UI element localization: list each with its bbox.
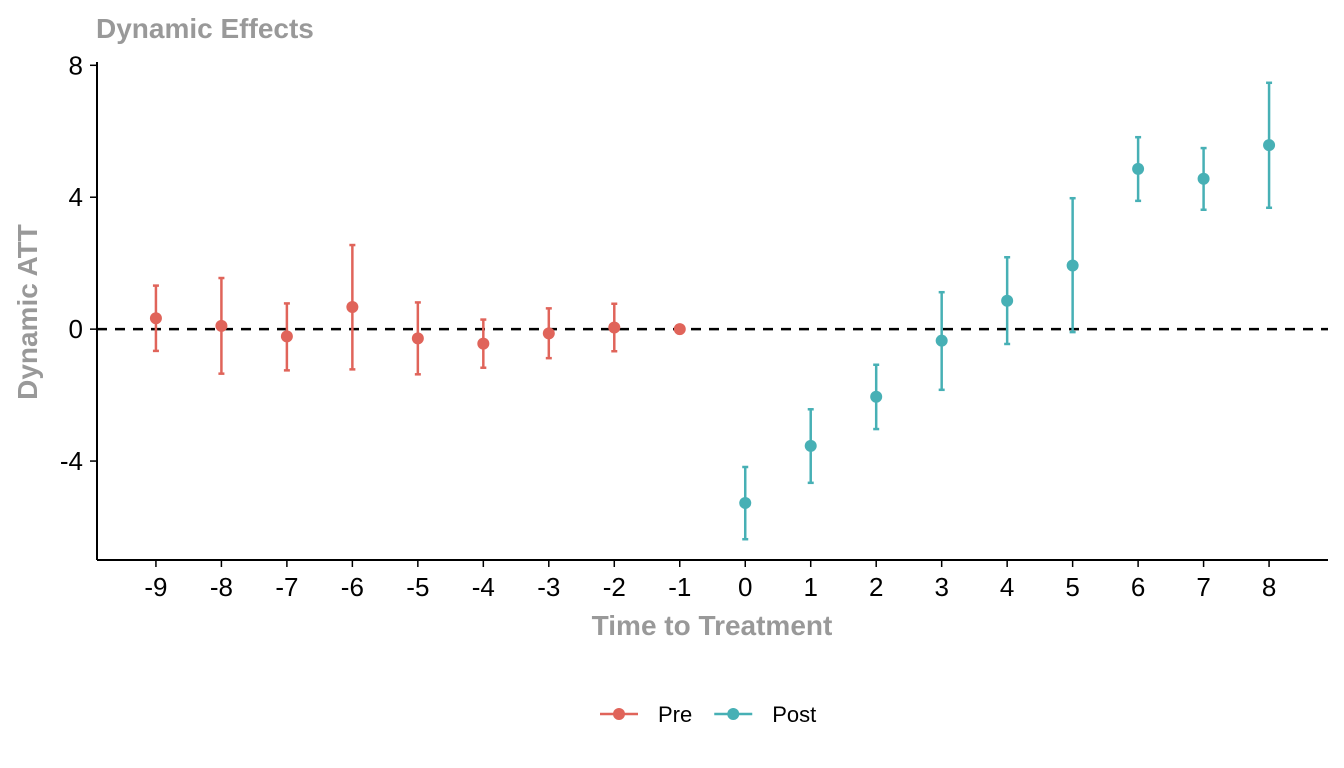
legend-marker (727, 708, 740, 720)
legend-item-post: Post (714, 702, 816, 727)
x-tick-label: -6 (341, 572, 364, 602)
data-point (935, 334, 948, 347)
x-tick-label: -3 (537, 572, 560, 602)
data-point (673, 323, 686, 336)
y-tick-label: 0 (69, 314, 83, 344)
legend: Pre Post (600, 702, 816, 727)
chart-title: Dynamic Effects (96, 13, 314, 44)
data-point (870, 390, 883, 403)
data-point (346, 301, 359, 314)
x-tick-label: 2 (869, 572, 883, 602)
data-point (1197, 172, 1210, 185)
data-point (542, 327, 555, 340)
x-tick-label: 1 (803, 572, 817, 602)
y-tick-label: 8 (69, 50, 83, 80)
data-point (804, 439, 817, 452)
data-point (477, 337, 490, 350)
legend-label: Pre (658, 702, 692, 727)
legend-label: Post (772, 702, 816, 727)
x-tick-label: -8 (210, 572, 233, 602)
data-point (608, 321, 621, 334)
x-axis-title: Time to Treatment (592, 610, 833, 641)
y-tick-label: -4 (60, 446, 83, 476)
data-point (1001, 294, 1014, 307)
legend-marker (613, 708, 625, 720)
data-point (1132, 162, 1145, 175)
x-tick-label: -9 (144, 572, 167, 602)
data-point (1263, 139, 1276, 152)
data-point (149, 312, 162, 325)
legend-item-pre: Pre (600, 702, 692, 727)
series-post (739, 81, 1276, 541)
x-tick-label: 5 (1065, 572, 1079, 602)
x-tick-label: -1 (668, 572, 691, 602)
data-point (739, 496, 752, 509)
data-point (280, 330, 293, 343)
x-tick-label: 4 (1000, 572, 1014, 602)
data-point (215, 319, 228, 332)
y-axis-title: Dynamic ATT (12, 224, 43, 400)
x-tick-label: -2 (603, 572, 626, 602)
x-tick-label: -4 (472, 572, 495, 602)
y-tick-label: 4 (69, 182, 83, 212)
series-pre (149, 243, 686, 376)
x-tick-label: 3 (934, 572, 948, 602)
x-tick-label: 8 (1262, 572, 1276, 602)
data-point (1066, 259, 1079, 272)
plot-area: -9 -8 -7 -6 -5 -4 -3 -2 -1 0 1 2 3 4 5 6 7 8 -4 0 4 8 (60, 50, 1328, 602)
x-tick-label: -7 (275, 572, 298, 602)
x-tick-label: 6 (1131, 572, 1145, 602)
x-tick-label: 0 (738, 572, 752, 602)
x-tick-label: 7 (1196, 572, 1210, 602)
data-point (411, 332, 424, 345)
x-tick-label: -5 (406, 572, 429, 602)
